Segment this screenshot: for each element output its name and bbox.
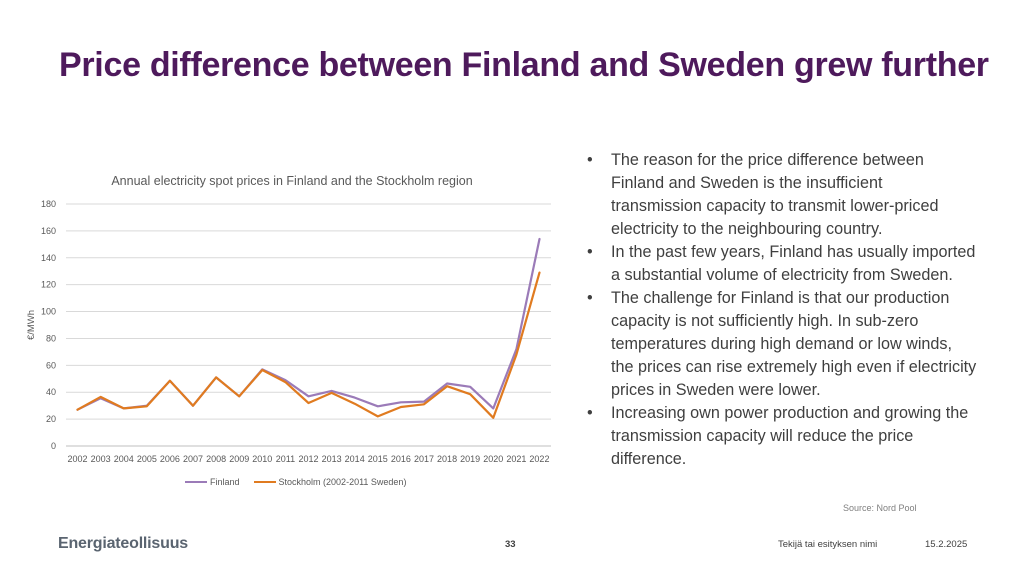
x-tick-label: 2010 <box>252 454 272 464</box>
footer-author: Tekijä tai esityksen nimi <box>778 539 878 550</box>
chart-legend: Finland Stockholm (2002-2011 Sweden) <box>185 477 420 487</box>
x-tick-label: 2015 <box>368 454 388 464</box>
legend-item-stockholm: Stockholm (2002-2011 Sweden) <box>253 477 407 487</box>
bullet-item: • In the past few years, Finland has usua… <box>587 241 977 287</box>
y-tick-label: 20 <box>46 414 56 424</box>
bullet-text: Increasing own power production and grow… <box>611 404 969 468</box>
legend-label-finland: Finland <box>210 477 240 487</box>
bullet-glyph: • <box>587 151 593 169</box>
x-tick-label: 2017 <box>414 454 434 464</box>
x-tick-label: 2022 <box>529 454 549 464</box>
x-tick-label: 2011 <box>276 454 295 464</box>
x-tick-label: 2020 <box>483 454 503 464</box>
legend-item-finland: Finland <box>185 477 240 487</box>
y-tick-label: 40 <box>46 387 56 397</box>
y-tick-label: 60 <box>46 360 56 370</box>
y-tick-label: 80 <box>46 333 56 343</box>
x-tick-label: 2012 <box>298 454 318 464</box>
x-tick-label: 2019 <box>460 454 480 464</box>
series-line-stockholm <box>76 271 541 419</box>
source-note: Source: Nord Pool <box>843 503 917 513</box>
bullet-text: The reason for the price difference betw… <box>611 151 939 238</box>
x-tick-label: 2006 <box>160 454 180 464</box>
bullet-item: • The reason for the price difference bet… <box>587 149 977 241</box>
series-line-finland <box>76 237 541 411</box>
legend-swatch-finland <box>185 481 207 483</box>
bullet-glyph: • <box>587 289 593 307</box>
x-tick-label: 2007 <box>183 454 203 464</box>
x-tick-label: 2002 <box>68 454 88 464</box>
legend-swatch-stockholm <box>253 481 276 483</box>
x-tick-label: 2008 <box>206 454 226 464</box>
footer-date: 15.2.2025 <box>925 539 968 550</box>
company-logo: Energiateollisuus <box>58 535 188 552</box>
y-tick-label: 140 <box>41 253 56 263</box>
slide-title: Price difference between Finland and Swe… <box>59 46 989 84</box>
y-tick-label: 0 <box>51 441 56 451</box>
x-tick-label: 2004 <box>114 454 134 464</box>
x-tick-label: 2005 <box>137 454 157 464</box>
bullet-glyph: • <box>587 404 593 422</box>
x-tick-label: 2014 <box>345 454 365 464</box>
y-tick-label: 100 <box>41 307 56 317</box>
y-tick-label: 180 <box>41 199 56 209</box>
bullet-text: The challenge for Finland is that our pr… <box>611 289 977 399</box>
x-tick-label: 2003 <box>91 454 111 464</box>
bullet-item: • Increasing own power production and gro… <box>587 402 977 471</box>
line-chart: 0 20 40 60 80 100 120 140 160 180 2002 2003 2004 2005… <box>26 199 551 464</box>
legend-label-stockholm: Stockholm (2002-2011 Sweden) <box>278 477 407 487</box>
bullet-text: In the past few years, Finland has usual… <box>611 243 976 284</box>
y-tick-label: 160 <box>41 226 56 236</box>
bullet-list: • The reason for the price difference bet… <box>587 149 977 471</box>
bullet-glyph: • <box>587 243 593 261</box>
chart-title: Annual electricity spot prices in Finlan… <box>111 174 473 188</box>
x-tick-label: 2016 <box>391 454 411 464</box>
y-tick-label: 120 <box>41 280 56 290</box>
x-tick-label: 2009 <box>229 454 249 464</box>
y-axis-label: €/MWh <box>26 310 37 340</box>
x-tick-label: 2013 <box>322 454 342 464</box>
x-tick-label: 2021 <box>506 454 526 464</box>
x-tick-label: 2018 <box>437 454 457 464</box>
bullet-item: • The challenge for Finland is that our p… <box>587 287 977 402</box>
page-number: 33 <box>505 539 516 550</box>
